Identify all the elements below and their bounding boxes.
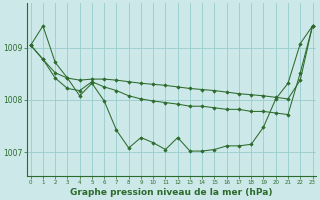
X-axis label: Graphe pression niveau de la mer (hPa): Graphe pression niveau de la mer (hPa): [70, 188, 273, 197]
